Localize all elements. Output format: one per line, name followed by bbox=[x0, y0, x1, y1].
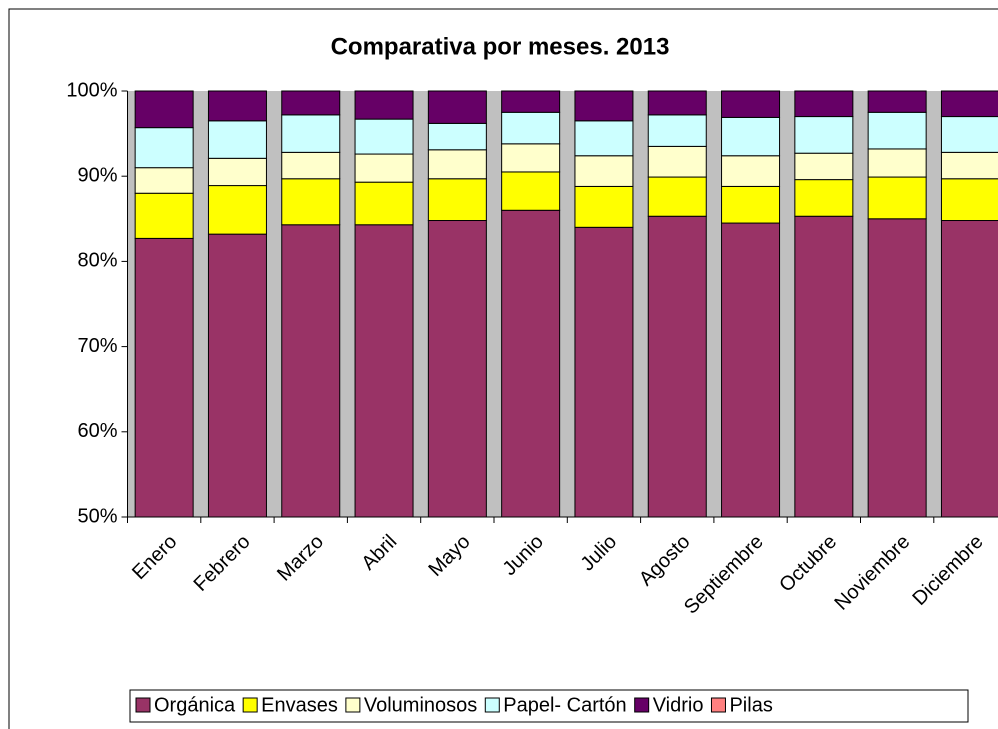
bar-segment bbox=[134, 167, 194, 194]
legend-frame bbox=[129, 689, 969, 723]
bar-segment bbox=[281, 178, 341, 226]
bar-segment bbox=[427, 122, 487, 151]
bar-segment bbox=[501, 90, 561, 113]
bar-segment bbox=[940, 151, 998, 180]
legend-label: Voluminosos bbox=[364, 694, 477, 716]
y-tick-label: 50% bbox=[77, 505, 117, 527]
bar-segment bbox=[647, 90, 707, 116]
bar-segment bbox=[940, 220, 998, 518]
legend-label: Vidrio bbox=[653, 694, 704, 716]
bar-segment bbox=[501, 209, 561, 518]
bar-segment bbox=[940, 90, 998, 118]
bar-segment bbox=[794, 179, 854, 217]
bar-segment bbox=[574, 226, 634, 518]
bar-segment bbox=[501, 171, 561, 211]
legend-label: Pilas bbox=[729, 694, 772, 716]
bar-segment bbox=[134, 192, 194, 239]
bar-segment bbox=[794, 116, 854, 154]
legend-swatch bbox=[135, 697, 151, 713]
bar-segment bbox=[134, 127, 194, 169]
bar-segment bbox=[427, 90, 487, 124]
bar-segment bbox=[354, 181, 414, 226]
bar-segment bbox=[574, 120, 634, 157]
bar-segment bbox=[867, 90, 927, 113]
bar-segment bbox=[427, 220, 487, 518]
bar-segment bbox=[647, 114, 707, 147]
bar-segment bbox=[281, 90, 341, 116]
bar-segment bbox=[207, 157, 267, 187]
bar-segment bbox=[134, 90, 194, 129]
bar-segment bbox=[574, 155, 634, 187]
legend-label: Papel- Cartón bbox=[503, 694, 626, 716]
bar-segment bbox=[354, 153, 414, 183]
bar-segment bbox=[794, 152, 854, 181]
bar-segment bbox=[574, 90, 634, 122]
bar-segment bbox=[501, 111, 561, 145]
y-tick-label: 60% bbox=[77, 420, 117, 442]
legend-swatch bbox=[710, 697, 726, 713]
legend-swatch bbox=[634, 697, 650, 713]
bar-segment bbox=[207, 185, 267, 235]
bar-segment bbox=[354, 90, 414, 120]
bar-segment bbox=[354, 224, 414, 518]
bar-segment bbox=[867, 218, 927, 518]
bar-segment bbox=[721, 155, 781, 187]
bar-segment bbox=[281, 151, 341, 180]
bar-segment bbox=[501, 143, 561, 173]
bar-segment bbox=[281, 114, 341, 153]
bar-segment bbox=[281, 224, 341, 518]
bar-segment bbox=[134, 237, 194, 518]
chart-title: Comparativa por meses. 2013 bbox=[331, 33, 670, 60]
bar-segment bbox=[207, 120, 267, 159]
legend-label: Orgánica bbox=[154, 694, 236, 716]
legend-swatch bbox=[242, 697, 258, 713]
bar-segment bbox=[867, 176, 927, 220]
bar-segment bbox=[207, 90, 267, 122]
bar-segment bbox=[721, 116, 781, 157]
y-tick-label: 80% bbox=[77, 250, 117, 272]
bar-segment bbox=[940, 178, 998, 222]
bar-segment bbox=[647, 145, 707, 178]
bar-segment bbox=[721, 90, 781, 118]
legend-swatch bbox=[484, 697, 500, 713]
bar-segment bbox=[867, 111, 927, 150]
bar-segment bbox=[427, 149, 487, 180]
bar-segment bbox=[427, 178, 487, 222]
y-tick-label: 70% bbox=[77, 335, 117, 357]
bar-segment bbox=[207, 233, 267, 518]
y-tick-label: 100% bbox=[66, 79, 117, 101]
y-tick-label: 90% bbox=[77, 164, 117, 186]
bar-segment bbox=[574, 185, 634, 228]
bar-segment bbox=[721, 185, 781, 224]
bar-segment bbox=[940, 116, 998, 153]
legend-label: Envases bbox=[261, 694, 338, 716]
bar-segment bbox=[794, 90, 854, 118]
legend-swatch bbox=[345, 697, 361, 713]
bar-segment bbox=[647, 176, 707, 217]
bar-segment bbox=[794, 215, 854, 518]
bar-segment bbox=[721, 222, 781, 518]
bar-segment bbox=[354, 118, 414, 155]
bar-segment bbox=[647, 215, 707, 518]
bar-segment bbox=[867, 148, 927, 178]
